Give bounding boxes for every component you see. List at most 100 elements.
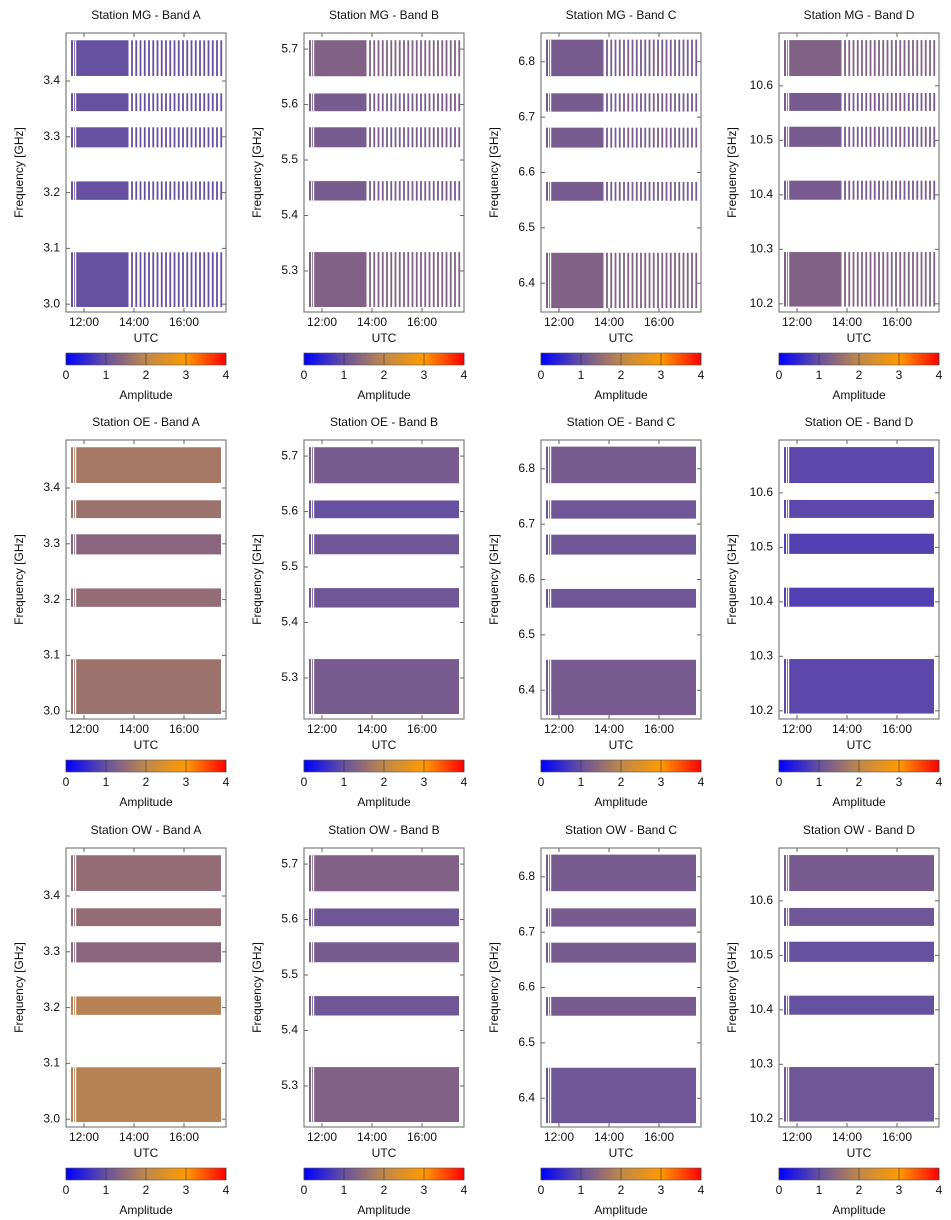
scan-strip [131,127,133,148]
heatmap-cell [546,996,696,1016]
scan-strip [160,127,163,148]
heatmap-cell [309,659,459,715]
heatmap-cell [309,93,367,112]
scan-strip [929,40,931,77]
scan-strip [377,252,380,308]
scan-strip [865,40,868,77]
heatmap-cell [784,447,934,484]
scan-strip [899,92,902,111]
scan-strip [695,127,698,148]
scan-strip [635,181,638,201]
colorbar-tick-label: 3 [896,1183,903,1197]
plot-frame [778,32,940,313]
scan-strip [644,93,647,112]
plot-frame [65,32,227,313]
scan-strip [635,39,638,77]
x-tick-label: 12:00 [544,722,574,736]
scan-strip [844,252,846,307]
scan-strip [674,93,676,112]
scan-strip [869,92,872,111]
y-tick-label: 6.6 [518,572,535,586]
scan-strip [652,39,655,77]
colorbar-tick-label: 1 [816,1183,823,1197]
scan-strip [441,181,444,201]
y-tick-label: 5.3 [281,670,298,684]
scan-strip [648,181,651,201]
heatmap-cell [71,252,129,307]
scan-strip [661,127,664,148]
scan-strip [920,92,923,111]
scan-strip [852,180,855,200]
x-tick-label: 12:00 [307,315,337,329]
scan-strip [135,127,138,148]
y-tick-label: 10.6 [750,485,774,499]
colorbar-tick-label: 1 [816,368,823,382]
scan-strip [424,40,427,77]
scan-strip [131,181,133,200]
y-tick-label: 6.5 [518,220,535,234]
colorbar-tick-label: 3 [183,775,190,789]
scan-strip [669,252,672,309]
scan-strip [669,39,672,77]
scan-strip [873,126,876,147]
scan-strip [606,127,608,148]
x-tick-label: 16:00 [882,1130,912,1144]
colorbar-tick-label: 2 [381,1183,388,1197]
colorbar-tick-label: 3 [183,1183,190,1197]
scan-strip [369,127,371,148]
scan-strip [865,126,868,147]
plot-frame [303,439,465,720]
scan-strip [381,93,384,112]
y-tick-label: 10.6 [750,78,774,92]
scan-strip [610,93,613,112]
scan-strip [381,252,384,308]
scan-strip [394,181,397,201]
y-tick-label: 10.2 [750,703,774,717]
y-tick-label: 3.0 [43,296,60,310]
scan-strip [407,252,410,308]
scan-strip [627,93,630,112]
scan-strip [445,252,448,308]
colorbar-label: Amplitude [832,1203,886,1217]
scan-strip [441,127,444,148]
scan-strip [373,181,376,201]
scan-strip [682,252,685,309]
scan-strip [131,252,133,307]
scan-strip [428,40,431,77]
scan-strip [674,127,676,148]
colorbar-label: Amplitude [357,388,411,402]
scan-strip [207,93,210,112]
scan-strip [407,40,410,77]
colorbar-tick-label: 0 [63,775,70,789]
scan-strip [873,40,876,77]
scan-strip [907,252,910,307]
scan-strip [156,181,159,200]
scan-strip [933,252,936,307]
y-axis-label: Frequency [GHz] [12,942,26,1033]
x-tick-label: 12:00 [782,315,812,329]
y-tick-label: 5.7 [281,856,298,870]
heatmap-cell [309,588,459,608]
scan-strip [907,180,910,200]
colorbar-tick-label: 2 [856,368,863,382]
scan-strip [907,126,910,147]
scan-strip [152,252,155,307]
scan-strip [458,93,461,112]
colorbar-label: Amplitude [594,388,648,402]
scan-strip [415,252,418,308]
scan-strip [678,93,681,112]
x-tick-label: 16:00 [644,315,674,329]
scan-strip [173,181,176,200]
y-tick-label: 10.2 [750,1111,774,1125]
heatmap-cell [309,908,459,927]
scan-strip [403,127,405,148]
scan-strip [903,180,906,200]
scan-strip [674,252,676,309]
chart-title: Station OE - Band B [330,415,438,429]
scan-strip [631,252,634,309]
scan-strip [686,93,689,112]
scan-strip [682,93,685,112]
scan-strip [916,92,919,111]
y-axis-label: Frequency [GHz] [725,127,739,218]
y-tick-label: 5.7 [281,41,298,55]
